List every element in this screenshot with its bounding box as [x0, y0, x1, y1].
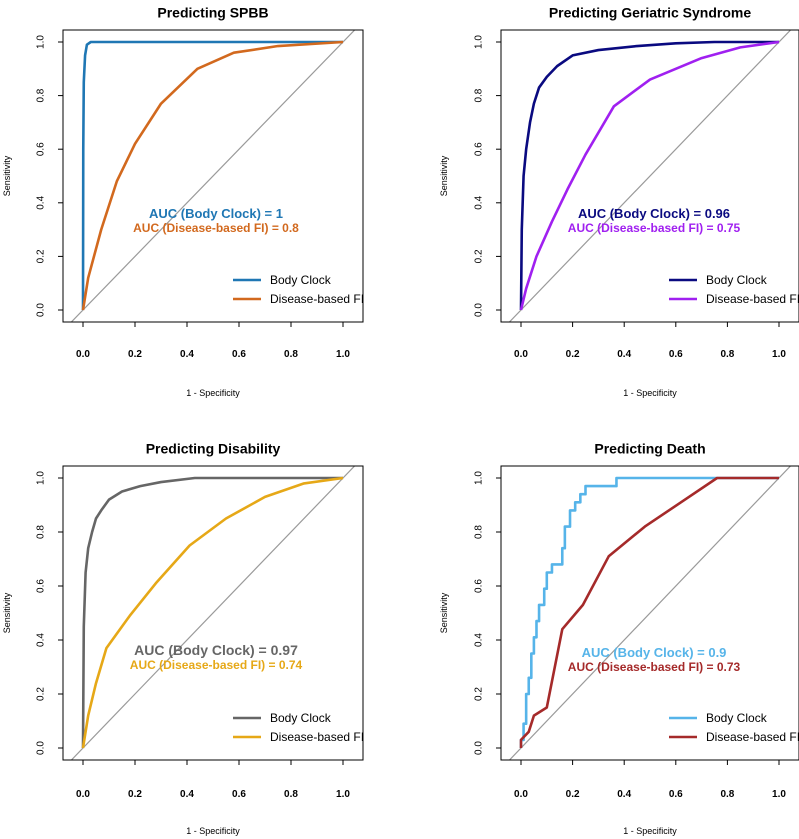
- x-tick-label: 0.4: [617, 349, 631, 360]
- y-tick-label: 1.0: [474, 471, 485, 485]
- y-axis-label: Sensitivity: [439, 592, 449, 633]
- chart-title: Predicting Geriatric Syndrome: [549, 4, 751, 20]
- y-tick-label: 0.4: [474, 195, 485, 209]
- x-tick-label: 0.8: [720, 789, 734, 800]
- x-tick-label: 0.8: [284, 789, 298, 800]
- legend-label: Body Clock: [270, 273, 332, 287]
- auc-body-clock-label: AUC (Body Clock) = 1: [149, 206, 283, 221]
- auc-body-clock-label: AUC (Body Clock) = 0.9: [582, 645, 727, 660]
- y-tick-label: 0.8: [36, 88, 47, 102]
- x-tick-label: 0.0: [76, 789, 90, 800]
- x-tick-label: 1.0: [336, 789, 350, 800]
- diagonal-reference-line: [70, 30, 356, 322]
- x-axis-label: 1 - Specificity: [623, 826, 677, 836]
- plot-frame: [62, 29, 364, 323]
- x-axis-label: 1 - Specificity: [623, 388, 677, 398]
- legend-label: Body Clock: [706, 273, 768, 287]
- x-tick-label: 0.2: [128, 349, 142, 360]
- x-axis-label: 1 - Specificity: [186, 388, 240, 398]
- x-tick-label: 0.6: [669, 349, 683, 360]
- diagonal-reference-line: [508, 30, 792, 322]
- y-axis-label: Sensitivity: [439, 155, 449, 196]
- y-tick-label: 0.2: [36, 249, 47, 263]
- roc-curve-disease-fi: [81, 476, 344, 749]
- legend-label: Disease-based FI: [706, 730, 799, 744]
- y-tick-label: 1.0: [36, 471, 47, 485]
- x-tick-label: 0.6: [232, 789, 246, 800]
- diagonal-reference-line: [508, 466, 792, 760]
- y-tick-label: 0.6: [474, 579, 485, 593]
- y-tick-label: 0.4: [36, 633, 47, 647]
- y-tick-label: 0.2: [36, 687, 47, 701]
- chart-title: Predicting SPBB: [157, 4, 268, 20]
- auc-body-clock-label: AUC (Body Clock) = 0.96: [578, 206, 730, 221]
- legend-label: Body Clock: [270, 711, 332, 725]
- y-tick-label: 0.8: [36, 525, 47, 539]
- y-tick-label: 0.0: [474, 303, 485, 317]
- auc-disease-fi-label: AUC (Disease-based FI) = 0.73: [568, 660, 741, 674]
- y-axis-label: Sensitivity: [2, 155, 12, 196]
- roc-panel-4: Predicting Death 0.0 0.2 0.4 0.6 0.8 1.0 0.0 0.2…: [439, 440, 799, 836]
- roc-curve-disease-fi: [519, 476, 779, 748]
- x-tick-label: 0.6: [232, 349, 246, 360]
- roc-curve-body-clock: [81, 476, 343, 749]
- x-tick-label: 0.2: [128, 789, 142, 800]
- diagonal-reference-line: [70, 466, 356, 760]
- x-tick-label: 0.2: [566, 789, 580, 800]
- roc-curve-body-clock: [519, 40, 779, 311]
- auc-disease-fi-label: AUC (Disease-based FI) = 0.8: [133, 221, 299, 235]
- x-tick-label: 0.4: [180, 789, 194, 800]
- plot-frame: [62, 465, 364, 761]
- roc-panel-3: Predicting Disability 0.0 0.2 0.4 0.6 0.8 1.0 0…: [2, 440, 364, 836]
- legend-label: Body Clock: [706, 711, 768, 725]
- x-tick-label: 0.6: [669, 789, 683, 800]
- roc-panel-1: Predicting SPBB 0.0 0.2 0.4 0.6 0.8 1.0 0.0 0.2 0…: [2, 4, 364, 398]
- x-tick-label: 1.0: [336, 349, 350, 360]
- legend-label: Disease-based FI: [270, 730, 364, 744]
- x-tick-label: 1.0: [772, 349, 786, 360]
- y-tick-label: 0.2: [474, 687, 485, 701]
- y-tick-label: 0.6: [36, 579, 47, 593]
- auc-body-clock-label: AUC (Body Clock) = 0.97: [134, 642, 298, 658]
- y-tick-label: 0.8: [474, 88, 485, 102]
- roc-panel-2: Predicting Geriatric Syndrome 0.0 0.2 0.4 0.…: [439, 4, 799, 398]
- y-axis-label: Sensitivity: [2, 592, 12, 633]
- x-tick-label: 0.4: [180, 349, 194, 360]
- plot-frame: [500, 465, 799, 761]
- y-tick-label: 0.0: [36, 741, 47, 755]
- roc-curve-body-clock: [81, 40, 343, 311]
- y-tick-label: 0.4: [36, 195, 47, 209]
- y-tick-label: 0.4: [474, 633, 485, 647]
- y-tick-label: 0.6: [36, 142, 47, 156]
- legend-label: Disease-based FI: [270, 292, 364, 306]
- x-tick-label: 0.0: [514, 349, 528, 360]
- x-tick-label: 0.2: [566, 349, 580, 360]
- y-tick-label: 1.0: [36, 35, 47, 49]
- x-tick-label: 0.0: [76, 349, 90, 360]
- x-tick-label: 0.8: [720, 349, 734, 360]
- x-tick-label: 1.0: [772, 789, 786, 800]
- auc-disease-fi-label: AUC (Disease-based FI) = 0.75: [568, 221, 741, 235]
- roc-curve-disease-fi: [81, 40, 344, 311]
- y-tick-label: 0.0: [36, 303, 47, 317]
- x-tick-label: 0.8: [284, 349, 298, 360]
- x-tick-label: 0.4: [617, 789, 631, 800]
- x-axis-label: 1 - Specificity: [186, 826, 240, 836]
- roc-curve-body-clock: [519, 476, 779, 748]
- x-tick-label: 0.0: [514, 789, 528, 800]
- plot-frame: [500, 29, 799, 323]
- y-tick-label: 1.0: [474, 35, 485, 49]
- auc-disease-fi-label: AUC (Disease-based FI) = 0.74: [130, 658, 303, 672]
- y-tick-label: 0.2: [474, 249, 485, 263]
- y-tick-label: 0.0: [474, 741, 485, 755]
- roc-curve-disease-fi: [519, 40, 780, 311]
- y-tick-label: 0.8: [474, 525, 485, 539]
- chart-title: Predicting Death: [594, 440, 705, 456]
- chart-title: Predicting Disability: [146, 440, 281, 456]
- legend-label: Disease-based FI: [706, 292, 799, 306]
- y-tick-label: 0.6: [474, 142, 485, 156]
